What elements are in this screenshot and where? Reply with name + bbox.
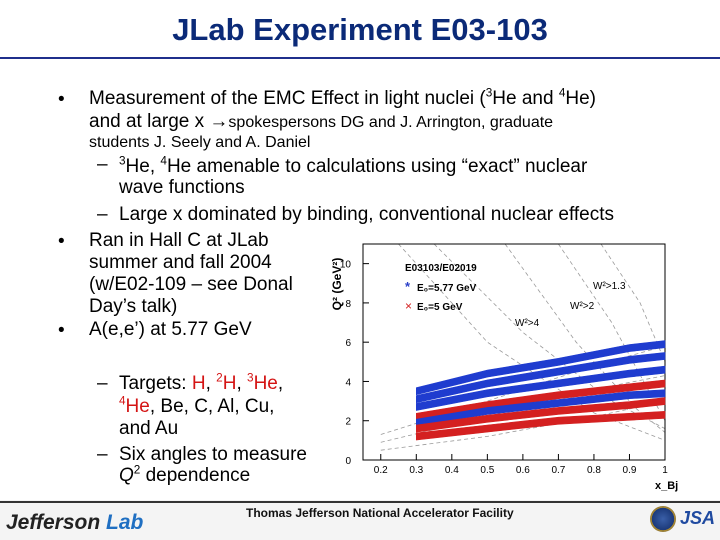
annotation-w2-2: W²>2 (570, 301, 595, 312)
jsa-logo: JSA (680, 508, 716, 528)
x-tick-label: 0.7 (551, 465, 565, 476)
target-3he: He (253, 373, 278, 394)
annotation-w2-4: W²>4 (515, 318, 540, 329)
sub3-line3: and Au (119, 418, 179, 439)
x-tick-label: 1 (662, 465, 668, 476)
lab-name: Thomas Jefferson National Accelerator Fa… (246, 506, 514, 520)
dash-glyph: – (97, 373, 108, 394)
x-tick-label: 0.9 (623, 465, 637, 476)
sub1-line1: 3He, 4He amenable to calculations using … (119, 154, 588, 177)
bullet1-line3: students J. Seely and A. Daniel (89, 134, 311, 151)
sub4-line2: Q2 dependence (119, 463, 251, 486)
kinematic-curve (380, 400, 666, 451)
bullet-glyph: • (58, 231, 65, 252)
bullet1-line2: and at large x →spokespersons DG and J. … (89, 111, 554, 132)
sub3-line1: Targets: H, 2H, 3He, (119, 371, 284, 394)
bullet-glyph: • (58, 320, 65, 341)
y-tick-label: 0 (345, 456, 351, 467)
y-tick-label: 6 (345, 338, 351, 349)
bullet2-line1: Ran in Hall C at JLab (89, 230, 269, 251)
dash-glyph: – (97, 204, 108, 225)
legend-marker-asterisk: * (405, 279, 411, 294)
data-band-series (416, 397, 666, 433)
x-tick-label: 0.5 (480, 465, 494, 476)
annotation-w2-1.3: W²>1.3 (593, 281, 626, 292)
target-2h: H (222, 373, 237, 394)
bullet2-line3: (w/E02-109 – see Donal (89, 274, 293, 295)
x-tick-label: 0.8 (587, 465, 601, 476)
sub3-line2: 4He, Be, C, Al, Cu, (119, 394, 275, 417)
target-4he: He (125, 396, 150, 417)
legend-marker-x: × (405, 299, 412, 313)
legend-entry: E₀=5.77 GeV (417, 283, 477, 294)
x-tick-label: 0.2 (374, 465, 388, 476)
chart-title: E03103/E02019 (405, 263, 477, 274)
footer-divider (0, 501, 720, 503)
data-band-series (416, 410, 666, 441)
bullet1-line1: Measurement of the EMC Effect in light n… (89, 86, 596, 109)
x-tick-label: 0.3 (409, 465, 423, 476)
data-band-series (416, 340, 666, 396)
bullet2-line2: summer and fall 2004 (89, 252, 272, 273)
footer-bar (0, 500, 720, 540)
data-band-series (416, 365, 666, 411)
jefferson-lab-logo: Jefferson Lab (6, 511, 144, 534)
sub4-line1: Six angles to measure (119, 444, 307, 465)
y-tick-label: 4 (345, 377, 351, 388)
bullet-glyph: • (58, 89, 65, 110)
slide-title: JLab Experiment E03-103 (172, 12, 548, 47)
dash-glyph: – (97, 444, 108, 465)
sub2-text: Large x dominated by binding, convention… (119, 204, 615, 225)
data-band-series (416, 352, 666, 404)
x-tick-label: 0.4 (445, 465, 459, 476)
chart-y-label: Q² (GeV²) (330, 258, 344, 311)
sub1-line2: wave functions (119, 177, 245, 198)
bullet3-text: A(e,e’) at 5.77 GeV (89, 319, 252, 340)
x-tick-label: 0.6 (516, 465, 530, 476)
title-rule (0, 57, 720, 59)
dash-glyph: – (97, 154, 108, 175)
q2-vs-x-chart: Q² (GeV²) 0 2 4 6 8 10 0.2 0.3 0.4 0.5 0.6 0.7 0.8 0… (330, 243, 678, 492)
bullet2-line4: Day’s talk) (89, 296, 178, 317)
chart-plot-frame (362, 243, 666, 461)
target-h: H (191, 373, 206, 394)
doe-seal-icon (650, 506, 676, 532)
y-tick-label: 2 (345, 417, 351, 428)
y-tick-label: 8 (345, 299, 351, 310)
right-arrow-icon: → (209, 111, 229, 132)
y-tick-label: 10 (340, 260, 352, 271)
chart-x-label: x_Bj (655, 480, 678, 492)
kinematic-curve (380, 345, 666, 435)
legend-entry: E₀=5 GeV (417, 302, 463, 313)
